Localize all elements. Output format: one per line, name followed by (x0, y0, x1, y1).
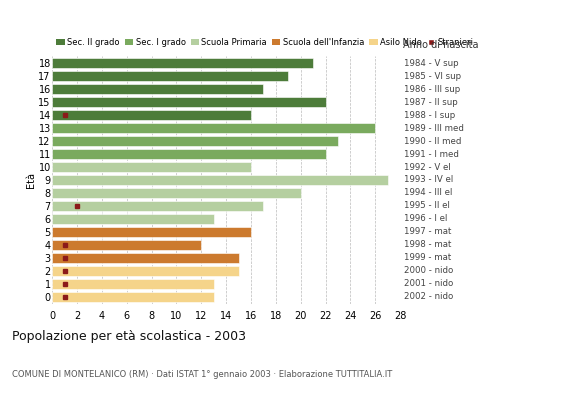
Bar (52, 266, 238, 276)
Text: 1996 - I el: 1996 - I el (404, 214, 447, 224)
Bar (52, 252, 238, 263)
Bar (52, 149, 325, 159)
Bar (52, 110, 251, 120)
Bar (52, 84, 263, 94)
Bar (52, 58, 313, 68)
Text: 2000 - nido: 2000 - nido (404, 266, 453, 275)
Text: 1997 - mat: 1997 - mat (404, 228, 451, 236)
Bar (52, 162, 251, 172)
Text: 1993 - IV el: 1993 - IV el (404, 176, 453, 184)
Text: 1995 - II el: 1995 - II el (404, 202, 450, 210)
Text: 1986 - III sup: 1986 - III sup (404, 85, 460, 94)
Text: Popolazione per età scolastica - 2003: Popolazione per età scolastica - 2003 (12, 330, 245, 343)
Text: 1990 - II med: 1990 - II med (404, 136, 461, 146)
Bar (52, 214, 214, 224)
Text: Anno di nascita: Anno di nascita (403, 40, 478, 50)
Text: 2001 - nido: 2001 - nido (404, 279, 453, 288)
Bar (52, 123, 375, 133)
Text: 1992 - V el: 1992 - V el (404, 162, 451, 172)
Text: 1988 - I sup: 1988 - I sup (404, 110, 455, 120)
Text: 1998 - mat: 1998 - mat (404, 240, 451, 250)
Bar (52, 227, 251, 237)
Bar (52, 278, 214, 289)
Text: 1989 - III med: 1989 - III med (404, 124, 463, 132)
Bar (52, 188, 301, 198)
Bar (52, 71, 288, 82)
Bar (52, 201, 263, 211)
Text: 1985 - VI sup: 1985 - VI sup (404, 72, 461, 81)
Text: 2002 - nido: 2002 - nido (404, 292, 453, 301)
Legend: Sec. II grado, Sec. I grado, Scuola Primaria, Scuola dell'Infanzia, Asilo Nido, : Sec. II grado, Sec. I grado, Scuola Prim… (56, 38, 474, 47)
Text: 1991 - I med: 1991 - I med (404, 150, 459, 158)
Text: 1987 - II sup: 1987 - II sup (404, 98, 458, 106)
Bar (52, 97, 325, 108)
Y-axis label: Età: Età (26, 172, 35, 188)
Text: 1984 - V sup: 1984 - V sup (404, 59, 458, 68)
Text: 1999 - mat: 1999 - mat (404, 254, 451, 262)
Bar (52, 175, 388, 185)
Bar (52, 240, 201, 250)
Text: COMUNE DI MONTELANICO (RM) · Dati ISTAT 1° gennaio 2003 · Elaborazione TUTTITALI: COMUNE DI MONTELANICO (RM) · Dati ISTAT … (12, 370, 392, 379)
Text: 1994 - III el: 1994 - III el (404, 188, 452, 198)
Bar (52, 292, 214, 302)
Bar (52, 136, 338, 146)
